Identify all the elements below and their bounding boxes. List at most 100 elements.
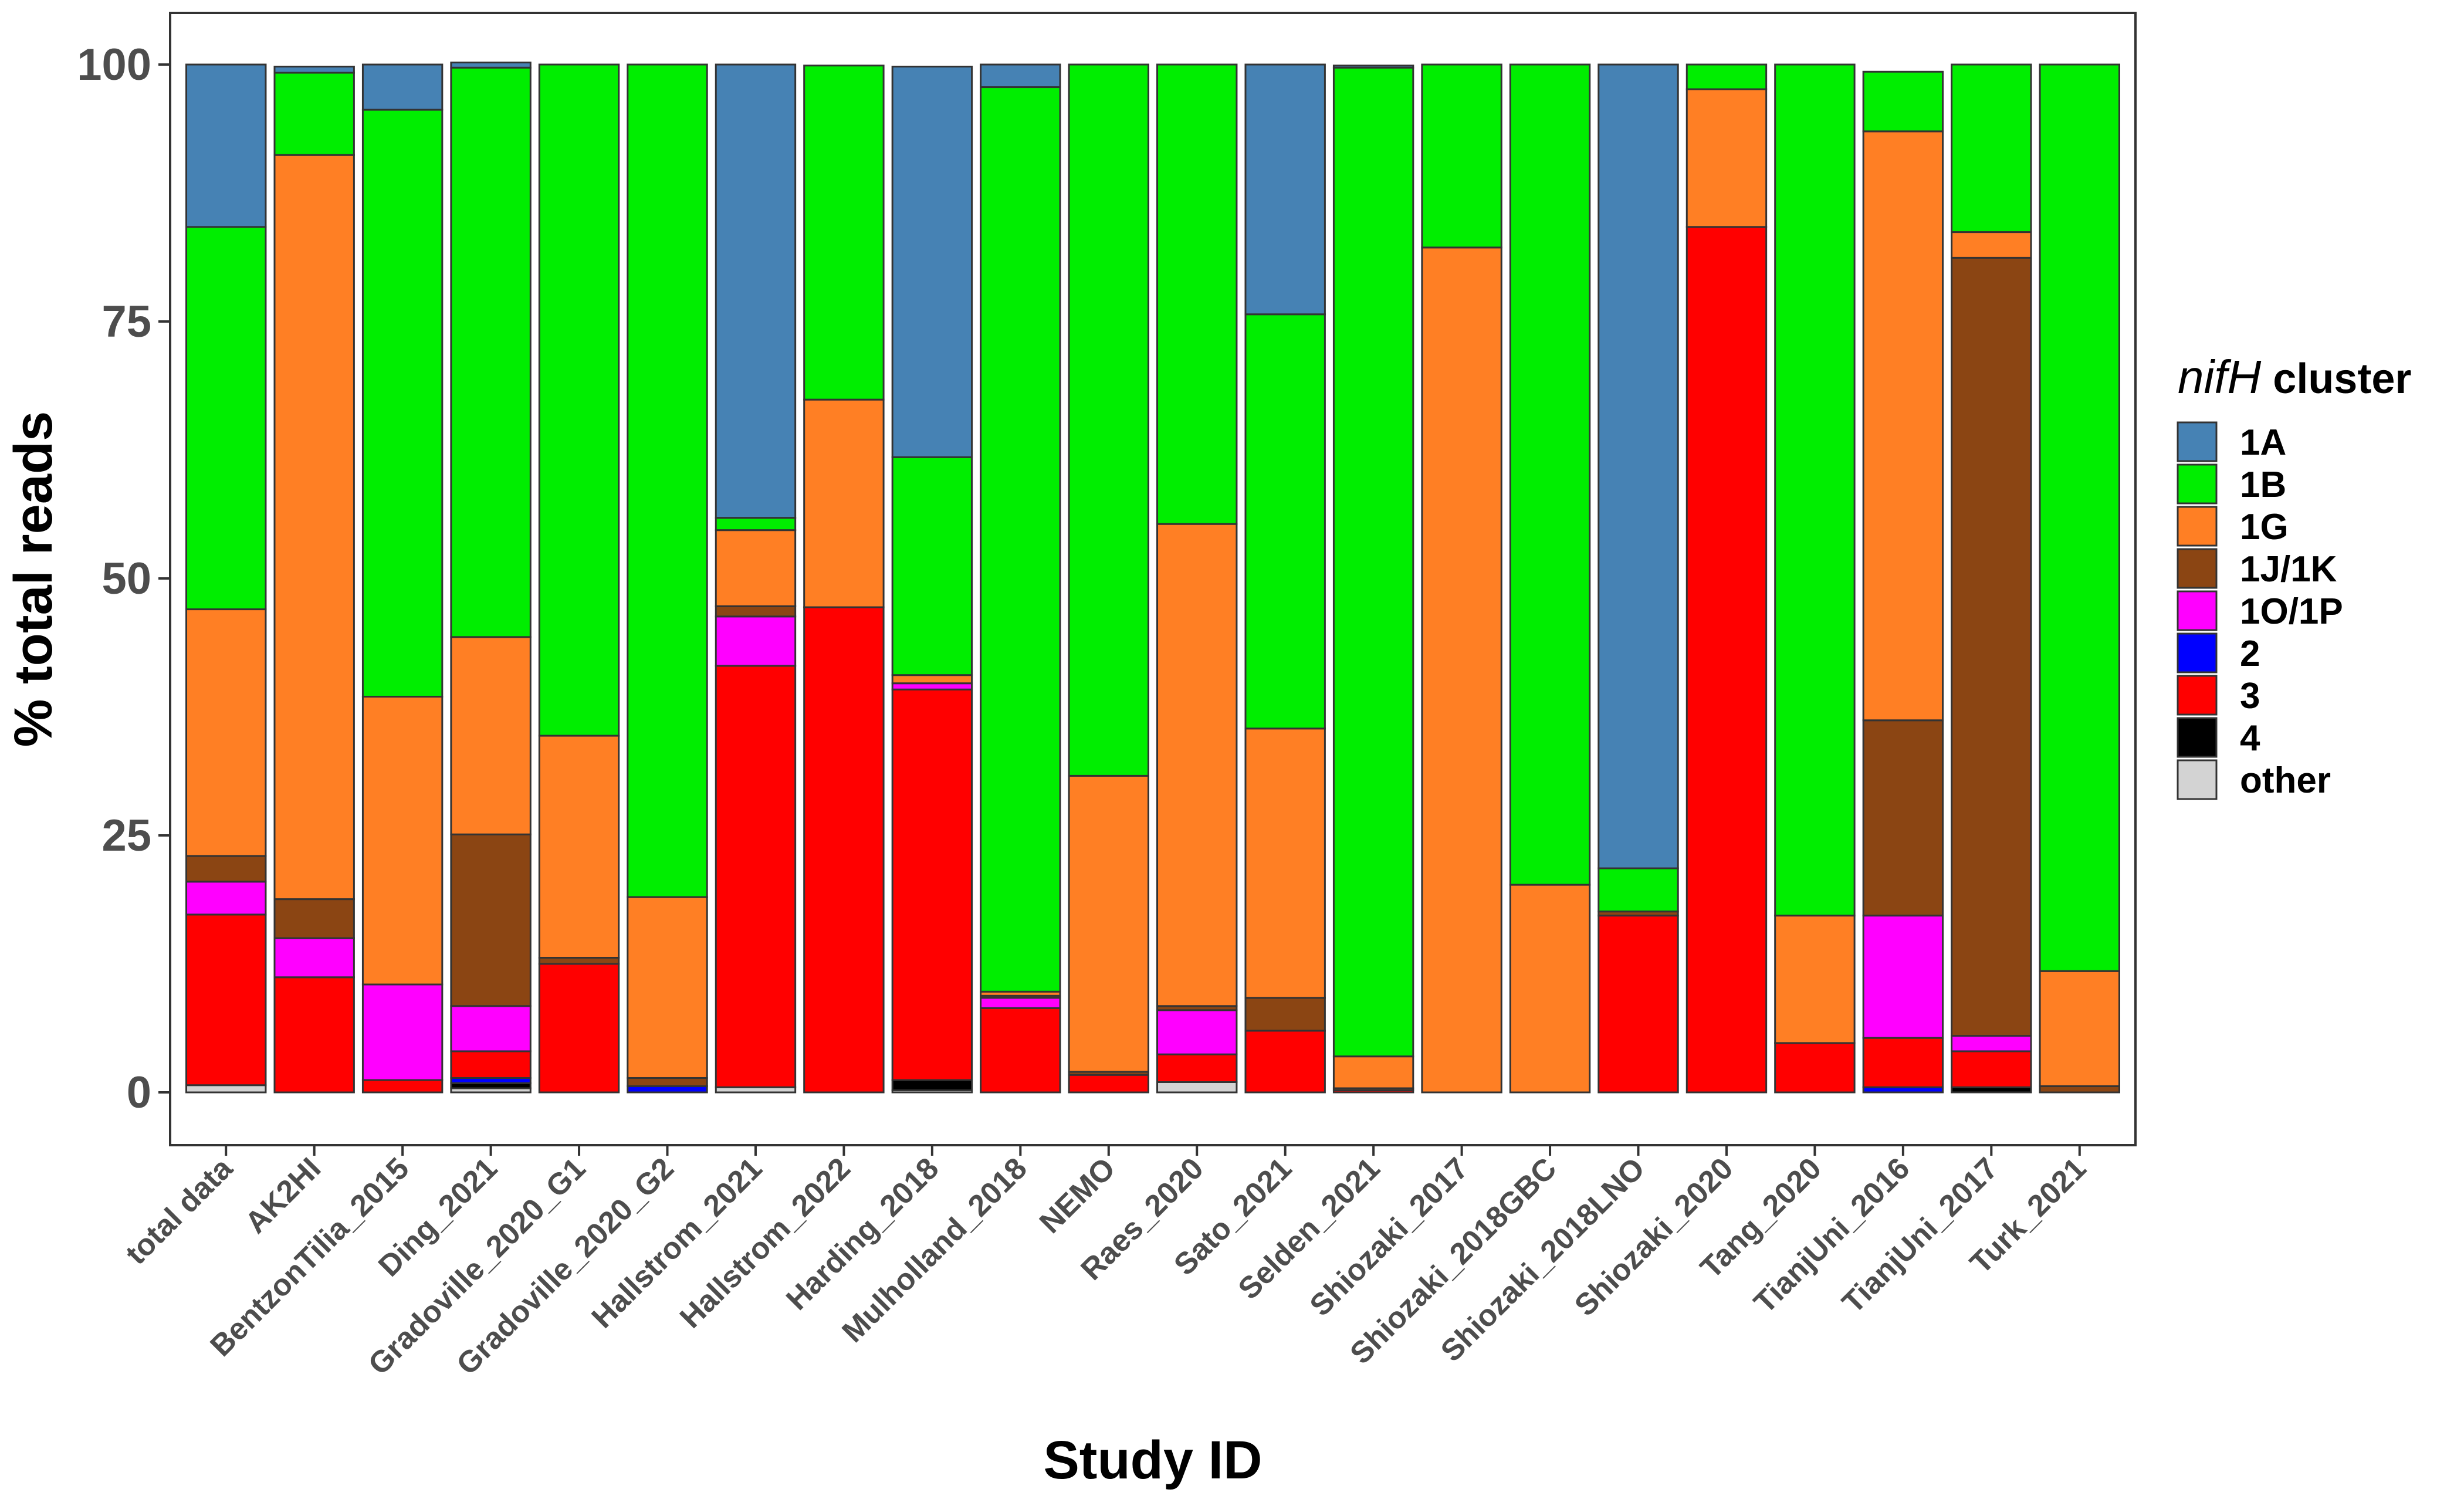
bar-segment-shiozaki-2017-1g	[1421, 246, 1502, 1094]
bar-segment-gradoville-2020-g1-1b	[538, 63, 620, 737]
bar-segment-tianjuni-2017-1b	[1951, 63, 2032, 233]
bar-segment-raes-2020-3	[1156, 1053, 1238, 1083]
x-tick-label-total-data: total data	[119, 1151, 239, 1271]
bar-segment-shiozaki-2018gbc-1g	[1509, 884, 1591, 1094]
legend-swatch-1b	[2177, 463, 2218, 505]
bar-segment-total-data-1b	[185, 226, 267, 611]
legend-label-4: 4	[2240, 718, 2260, 759]
bar-segment-bentzontilia-2015-1o-1p	[361, 983, 444, 1081]
bar-segment-turk-2021-1g	[2039, 970, 2120, 1087]
bar-segment-gradoville-2020-g1-1j-1k	[538, 956, 620, 965]
bar-segment-ding-2021-1b	[450, 66, 532, 638]
bar-segment-tianjuni-2017-1o-1p	[1951, 1035, 2032, 1052]
bar-segment-sato-2021-1g	[1244, 727, 1326, 999]
legend-swatch-3	[2177, 675, 2218, 716]
bar-segment-raes-2020-1g	[1156, 523, 1238, 1007]
bar-segment-tianjuni-2017-1g	[1951, 231, 2032, 259]
bar-segment-harding-2018-1a	[891, 66, 973, 458]
bar-segment-hallstrom-2022-3	[803, 606, 885, 1094]
bar-segment-ak2hi-3	[273, 976, 355, 1094]
bar-segment-tianjuni-2016-1g	[1862, 130, 1944, 722]
bar-segment-total-data-1g	[185, 608, 267, 857]
bar-segment-ak2hi-1j-1k	[273, 898, 355, 939]
bar-segment-sato-2021-1j-1k	[1244, 997, 1326, 1032]
bar-segment-shiozaki-2020-1g	[1685, 88, 1768, 228]
bar-segment-bentzontilia-2015-1b	[361, 109, 444, 698]
bar-segment-ak2hi-1a	[273, 66, 355, 74]
legend-label-1g: 1G	[2240, 507, 2289, 547]
bar-segment-hallstrom-2021-3	[715, 665, 797, 1088]
legend-swatch-4	[2177, 717, 2218, 758]
legend-swatch-1a	[2177, 421, 2218, 462]
x-axis: total data AK2HIBentzonTilia_2015Ding_202…	[119, 1145, 2093, 1382]
x-tick-label-tianjuni-2016: TianjUni_2016	[1748, 1151, 1917, 1320]
bar-segment-selden-2021-1g	[1332, 1055, 1414, 1089]
y-tick-label-25: 25	[101, 811, 151, 861]
bar-segment-shiozaki-2018gbc-1b	[1509, 63, 1591, 886]
bar-segment-ding-2021-3	[450, 1050, 532, 1079]
y-tick-label-50: 50	[101, 554, 151, 604]
bar-segment-hallstrom-2021-1g	[715, 529, 797, 607]
legend-swatch-1o-1p	[2177, 590, 2218, 631]
legend-label-1a: 1A	[2240, 422, 2286, 463]
bar-segment-ding-2021-1o-1p	[450, 1005, 532, 1052]
bar-segment-total-data-3	[185, 913, 267, 1087]
legend-swatch-2	[2177, 632, 2218, 673]
bar-segment-selden-2021-1b	[1332, 66, 1414, 1058]
bar-segment-harding-2018-1g	[891, 674, 973, 685]
bar-segment-tang-2020-3	[1774, 1042, 1856, 1094]
bar-segment-nemo-1b	[1068, 63, 1149, 777]
legend-swatch-other	[2177, 759, 2218, 800]
y-axis: 0 25 50 75 100	[77, 40, 170, 1118]
legend-label-1j-1k: 1J/1K	[2240, 549, 2337, 590]
bar-segment-nemo-1g	[1068, 774, 1149, 1073]
x-axis-title: Study ID	[1043, 1430, 1262, 1490]
legend-label-3: 3	[2240, 676, 2260, 716]
bar-segment-ak2hi-1o-1p	[273, 937, 355, 979]
bar-segment-tianjuni-2016-1j-1k	[1862, 719, 1944, 917]
legend-label-1b: 1B	[2240, 465, 2286, 505]
bar-segment-hallstrom-2021-1o-1p	[715, 615, 797, 667]
y-tick-label-0: 0	[127, 1068, 151, 1118]
bar-segment-ak2hi-1g	[273, 154, 355, 901]
bar-segment-raes-2020-other	[1156, 1081, 1238, 1094]
bar-segment-ding-2021-1j-1k	[450, 833, 532, 1007]
y-axis-title: % total reads	[4, 411, 63, 747]
x-tick-label-ak2hi: AK2HI	[239, 1151, 327, 1240]
legend-label-2: 2	[2240, 634, 2260, 674]
bar-segment-hallstrom-2022-1b	[803, 65, 885, 401]
legend-label-1o-1p: 1O/1P	[2240, 591, 2343, 632]
bar-segment-ak2hi-1b	[273, 72, 355, 156]
bar-segment-tianjuni-2017-3	[1951, 1050, 2032, 1088]
bar-segment-turk-2021-1j-1k	[2039, 1085, 2120, 1094]
bar-segment-harding-2018-1o-1p	[891, 682, 973, 691]
bar-segment-nemo-3	[1068, 1074, 1149, 1094]
bar-segment-bentzontilia-2015-1g	[361, 695, 444, 986]
x-tick-label-harding-2018: Harding_2018	[780, 1151, 945, 1316]
bar-segment-raes-2020-1b	[1156, 63, 1238, 525]
bar-segment-harding-2018-4	[891, 1079, 973, 1091]
y-tick-label-100: 100	[77, 40, 151, 90]
bar-segment-mulholland-2018-1o-1p	[980, 997, 1061, 1009]
bar-segment-ding-2021-1g	[450, 636, 532, 835]
bar-segment-bentzontilia-2015-1a	[361, 63, 444, 111]
bar-segment-tianjuni-2017-1j-1k	[1951, 256, 2032, 1037]
bar-segment-tang-2020-1b	[1774, 63, 1856, 917]
bar-segment-hallstrom-2022-1g	[803, 398, 885, 608]
bar-segment-hallstrom-2021-1a	[715, 63, 797, 519]
bar-segment-gradoville-2020-g2-1j-1k	[627, 1077, 708, 1087]
bar-segment-ding-2021-1a	[450, 62, 532, 69]
bar-segment-sato-2021-3	[1244, 1030, 1326, 1094]
bar-segment-total-data-1j-1k	[185, 855, 267, 883]
bar-segment-total-data-1o-1p	[185, 881, 267, 916]
x-tick-label-shiozaki-2017: Shiozaki_2017	[1304, 1151, 1475, 1322]
bar-segment-hallstrom-2021-1b	[715, 517, 797, 532]
bar-segment-selden-2021-1a	[1332, 65, 1414, 69]
legend-swatch-1j-1k	[2177, 548, 2218, 589]
bar-segment-hallstrom-2021-1j-1k	[715, 605, 797, 618]
bar-segment-total-data-other	[185, 1084, 267, 1094]
bar-segment-mulholland-2018-3	[980, 1007, 1061, 1094]
